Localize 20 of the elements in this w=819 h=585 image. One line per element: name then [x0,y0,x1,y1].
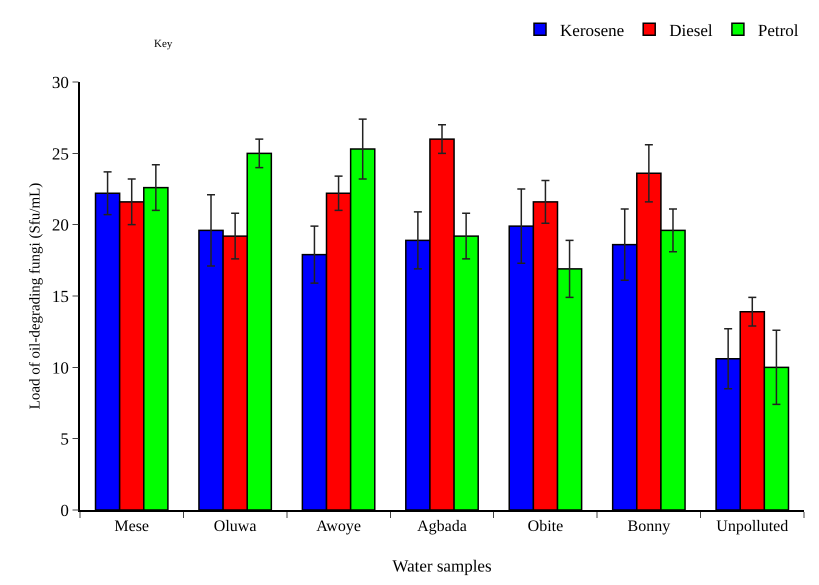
y-tick-label: 0 [60,500,69,520]
x-tick-label: Unpolluted [716,518,788,535]
x-tick-label: Agbada [417,518,467,535]
text: Key [154,38,173,50]
legend-label: Kerosene [560,20,624,40]
y-tick-label: 30 [52,72,69,92]
y-axis-title: Load of oil-degrading fungi (Sfu/mL) [28,182,44,410]
y-tick-label: 15 [52,286,69,306]
x-axis-title: Water samples [392,556,492,576]
y-tick-label: 25 [52,144,69,164]
x-tick-label: Mese [114,518,150,535]
x-tick-label: Obite [528,518,564,535]
y-tick-label: 10 [52,358,69,378]
x-tick-label: Awoye [316,518,361,535]
y-tick-label: 5 [60,430,69,449]
x-tick-label: Bonny [628,518,670,535]
legend-label: Diesel [669,20,713,40]
x-tick-label: Oluwa [214,518,256,535]
legend-label: Petrol [758,20,799,40]
y-tick-label: 20 [52,216,69,235]
